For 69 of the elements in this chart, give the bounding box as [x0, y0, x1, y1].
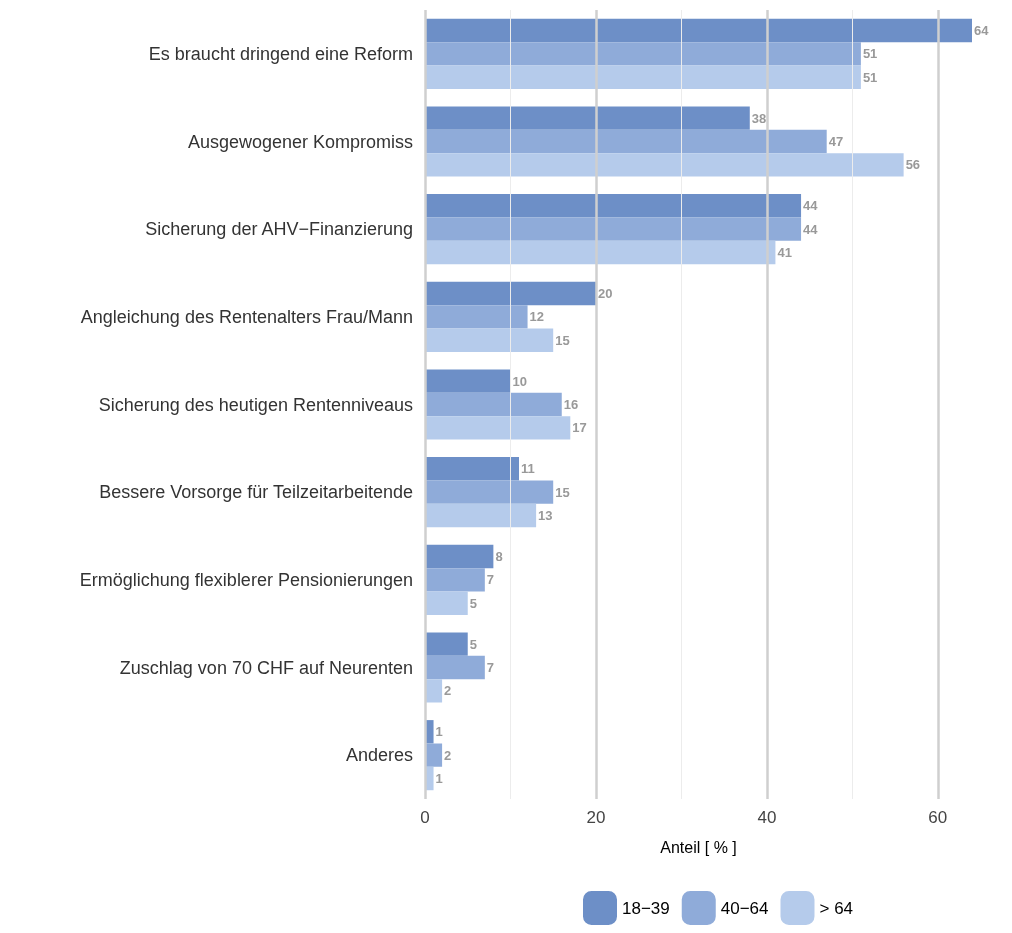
data-label: 5: [469, 636, 477, 652]
y-tick-label: Es braucht dringend eine Reform: [148, 43, 413, 64]
y-tick-label: Ermöglichung flexiblerer Pensionierungen: [79, 569, 413, 590]
bar: [425, 194, 802, 218]
bar: [425, 679, 443, 703]
bar: [425, 632, 468, 656]
bar: [425, 42, 861, 66]
data-label: 8: [495, 548, 503, 564]
y-tick-label: Sicherung der AHV−Finanzierung: [145, 219, 413, 240]
data-label: 11: [521, 461, 535, 477]
bar: [425, 328, 554, 352]
bar: [425, 655, 485, 680]
data-label: 20: [597, 285, 613, 301]
data-label: 51: [862, 69, 878, 85]
bar: [425, 416, 571, 440]
data-label: 2: [444, 683, 452, 699]
data-label: 56: [905, 157, 921, 173]
x-axis-title: Anteil [ % ]: [660, 838, 737, 856]
data-label: 44: [803, 221, 819, 237]
y-tick-label: Zuschlag von 70 CHF auf Neurenten: [119, 657, 413, 678]
bar: [425, 457, 520, 481]
bar: [425, 743, 443, 767]
data-label: 47: [828, 134, 844, 149]
legend-label: 18−39: [622, 898, 670, 918]
y-tick-label: Sicherung des heutigen Rentenniveaus: [98, 394, 413, 415]
data-label: 17: [572, 420, 587, 436]
bar: [425, 591, 468, 615]
bar: [425, 281, 596, 306]
bar: [425, 392, 562, 417]
x-tick-label: 40: [757, 808, 777, 827]
y-tick-label: Ausgewogener Kompromiss: [187, 131, 413, 152]
data-label: 1: [435, 771, 443, 787]
bar: [425, 369, 511, 393]
data-label: 10: [512, 373, 527, 389]
bar: [425, 480, 554, 504]
bar: [425, 240, 776, 265]
y-tick-label: Angleichung des Rentenalters Frau/Mann: [80, 306, 413, 327]
legend-label: > 64: [819, 898, 854, 918]
x-tick-label: 60: [928, 808, 948, 827]
data-label: 13: [538, 508, 553, 524]
y-tick-label: Bessere Vorsorge für Teilzeitarbeitende: [99, 482, 413, 503]
data-label: 44: [803, 198, 819, 214]
data-label: 7: [486, 660, 495, 675]
data-label: 16: [563, 397, 579, 412]
y-tick-label: Anderes: [345, 745, 413, 766]
data-label: 51: [862, 46, 878, 62]
data-label: 38: [751, 110, 767, 126]
bar: [425, 65, 861, 89]
data-label: 5: [469, 595, 477, 611]
data-label: 12: [529, 309, 545, 325]
data-label: 2: [444, 747, 452, 763]
data-label: 1: [435, 724, 443, 740]
bar: [425, 305, 528, 329]
data-label: 15: [555, 484, 570, 500]
data-label: 41: [777, 245, 792, 261]
x-tick-label: 20: [586, 808, 606, 827]
bar: [425, 544, 494, 569]
legend-label: 40−64: [720, 898, 769, 918]
bar: [425, 217, 802, 241]
data-label: 64: [974, 22, 990, 38]
bar: [425, 503, 537, 528]
bar: [425, 153, 904, 177]
x-tick-label: 0: [420, 808, 430, 827]
data-label: 7: [486, 572, 495, 588]
bar: [425, 106, 750, 130]
bar: [425, 18, 972, 43]
bar: [425, 129, 827, 154]
data-label: 15: [555, 332, 570, 348]
bar: [425, 568, 485, 592]
